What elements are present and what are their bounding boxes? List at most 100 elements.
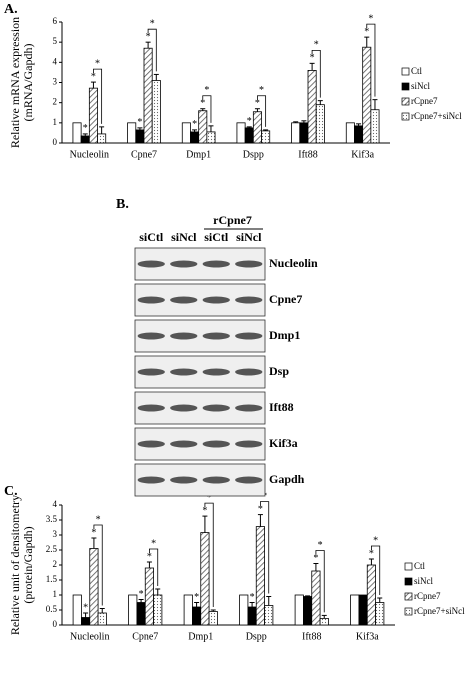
blot-band — [235, 476, 263, 484]
blot-band — [170, 440, 198, 448]
y-tick-label: 5 — [53, 36, 58, 46]
significance-star: * — [147, 551, 152, 562]
blot-band — [170, 260, 198, 268]
bar — [72, 594, 82, 626]
row-label: Gapdh — [269, 472, 305, 486]
blot-band — [235, 404, 263, 412]
legend-label: siNcl — [411, 81, 430, 91]
bar — [354, 125, 364, 144]
x-tick-label: Ift88 — [298, 149, 317, 160]
bar — [153, 594, 163, 626]
legend-swatch — [401, 97, 410, 106]
bracket — [204, 502, 214, 607]
row-label: Dsp — [269, 364, 289, 378]
significance-star: * — [91, 71, 96, 82]
blot-band — [170, 332, 198, 340]
bar — [350, 594, 360, 626]
significance-star: * — [194, 592, 199, 603]
significance-star: * — [192, 119, 197, 130]
significance-star: * — [91, 527, 96, 538]
x-tick-label: Nucleolin — [70, 631, 109, 642]
legend-swatch — [404, 592, 413, 601]
bracket — [202, 95, 212, 123]
bracket-star: * — [207, 492, 212, 503]
blot-band — [137, 296, 165, 304]
panel-label: B. — [116, 197, 129, 212]
bar — [370, 109, 380, 144]
blot-band — [235, 296, 263, 304]
y-tick-label: 0.5 — [46, 604, 58, 614]
blot-band — [170, 296, 198, 304]
bar — [358, 594, 368, 626]
significance-star: * — [250, 592, 255, 603]
blot-band — [137, 476, 165, 484]
y-tick-label: 6 — [53, 16, 58, 26]
bracket — [366, 23, 376, 97]
bracket — [371, 545, 381, 595]
bar — [181, 122, 191, 144]
y-axis-title: Relative mRNA expression — [8, 17, 22, 148]
bar — [362, 46, 372, 144]
bracket — [257, 95, 267, 127]
legend-label: siNcl — [414, 576, 433, 586]
bar — [97, 133, 107, 144]
bar — [135, 129, 145, 144]
legend-swatch — [401, 82, 410, 91]
bracket-star: * — [95, 58, 100, 69]
significance-star: * — [202, 505, 207, 516]
y-axis-title: (protein/Gapdh) — [21, 526, 35, 603]
bar — [315, 104, 325, 144]
x-tick-label: Dspp — [243, 149, 264, 160]
bar — [291, 122, 301, 144]
legend-swatch — [404, 577, 413, 586]
bar — [236, 122, 246, 144]
row-label: Kif3a — [269, 436, 298, 450]
y-tick-label: 0 — [53, 619, 58, 629]
bracket — [93, 524, 103, 606]
significance-star: * — [139, 589, 144, 600]
bar — [264, 605, 274, 626]
significance-star: * — [137, 117, 142, 128]
bar — [239, 594, 249, 626]
row-label: Cpne7 — [269, 292, 302, 306]
blot-band — [137, 404, 165, 412]
x-tick-label: Dmp1 — [186, 149, 211, 160]
x-tick-label: Cpne7 — [131, 149, 157, 160]
x-tick-label: Kif3a — [356, 631, 379, 642]
bar — [244, 127, 254, 144]
blot-band — [235, 260, 263, 268]
bracket-star: * — [368, 13, 373, 24]
legend-label: Ctl — [414, 561, 426, 571]
y-tick-label: 3 — [53, 529, 58, 539]
significance-star: * — [83, 602, 88, 613]
significance-star: * — [146, 31, 151, 42]
row-label: Nucleolin — [269, 256, 318, 270]
blot-band — [202, 296, 230, 304]
bar — [208, 611, 218, 626]
legend-swatch — [404, 562, 413, 571]
bar — [192, 606, 202, 626]
y-axis-title: (mRNA/Gapdh) — [21, 44, 35, 122]
bracket — [93, 68, 103, 124]
y-tick-label: 4 — [53, 56, 58, 66]
y-tick-label: 1.5 — [46, 574, 58, 584]
legend-swatch — [401, 67, 410, 76]
y-tick-label: 1 — [53, 589, 58, 599]
y-axis-title: Relative unit of densitometry — [8, 495, 22, 635]
bracket — [147, 28, 157, 72]
bracket-star: * — [259, 85, 264, 96]
lane-label: siNcl — [171, 230, 197, 244]
bracket-star: * — [204, 85, 209, 96]
significance-star: * — [313, 553, 318, 564]
blot-band — [202, 368, 230, 376]
bar — [307, 70, 317, 144]
bar — [81, 617, 91, 626]
bracket — [311, 49, 321, 98]
bracket-star: * — [151, 538, 156, 549]
bar — [294, 594, 304, 626]
blot-band — [137, 332, 165, 340]
bracket-star: * — [314, 40, 319, 51]
bar — [261, 130, 271, 144]
y-tick-label: 2 — [53, 559, 58, 569]
significance-star: * — [369, 548, 374, 559]
